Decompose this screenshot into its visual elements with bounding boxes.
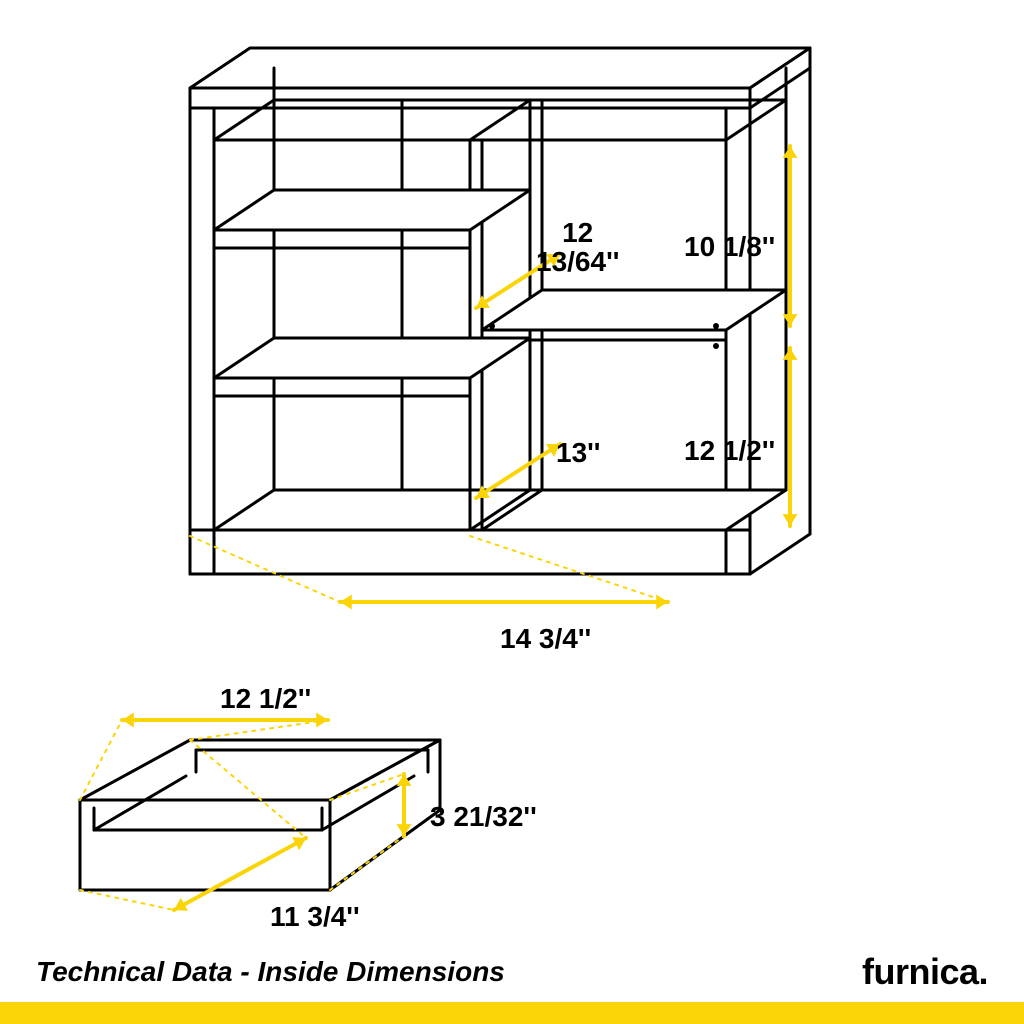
dimension-drawer-depth: 11 3/4'' (270, 902, 360, 931)
dimension-height-lower: 12 1/2'' (684, 436, 775, 465)
diagram-canvas (0, 0, 1024, 1024)
dimension-drawer-width: 12 1/2'' (220, 684, 311, 713)
brand-logo: furnica. (862, 951, 988, 993)
footer: Technical Data - Inside Dimensions furni… (0, 942, 1024, 1002)
dimension-drawer-height: 3 21/32'' (430, 802, 537, 831)
accent-bar (0, 1002, 1024, 1024)
dimension-depth-lower: 13'' (556, 438, 600, 467)
dimension-height-upper: 10 1/8'' (684, 232, 775, 261)
dimension-depth-upper: 1213/64'' (536, 218, 619, 277)
page-title: Technical Data - Inside Dimensions (36, 956, 505, 988)
dimension-width-bottom: 14 3/4'' (500, 624, 591, 653)
